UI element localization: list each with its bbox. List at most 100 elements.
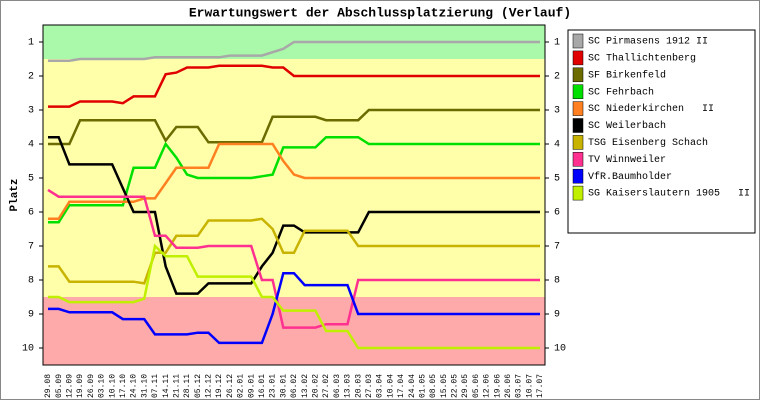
series-line [48,40,540,62]
x-tick-label: 14.11 [162,374,171,398]
legend-swatch [572,101,584,116]
y2-tick-label: 1 [554,38,560,49]
x-tick-label: 05.06 [472,374,481,398]
x-tick-label: 12.12 [205,374,214,398]
x-tick-label: 10.10 [108,374,117,398]
y2-tick-label: 6 [554,208,560,219]
y-tick-label: 4 [28,140,34,151]
x-tick-label: 19.12 [215,374,224,398]
relegation-zone [43,297,545,365]
x-tick-label: 19.09 [76,374,85,398]
x-tick-label: 06.03 [333,374,342,398]
x-tick-label: 13.03 [344,374,353,398]
legend-swatch [572,185,584,201]
x-tick-label: 23.01 [269,374,278,398]
series-line [47,188,540,329]
x-tick-label: 17.10 [119,374,128,398]
x-tick-label: 19.06 [493,374,502,398]
x-tick-label: 26.12 [226,374,235,398]
x-tick-label: 08.05 [429,374,438,398]
x-tick-label: 29.05 [461,374,470,398]
legend-label: SC Pirmasens 1912 II [588,36,708,48]
y2-tick-label: 7 [554,242,560,253]
chart-title: Erwartungswert der Abschlussplatzierung … [189,5,571,20]
series-line [48,135,540,224]
x-tick-label: 20.02 [312,374,321,398]
y-tick-label: 7 [28,242,34,253]
x-tick-label: 17.07 [536,374,545,398]
x-tick-label: 31.10 [140,374,149,398]
x-tick-label: 03.07 [515,374,524,398]
series-line [48,108,540,146]
y2-tick-label: 9 [554,310,560,321]
y-tick-label: 10 [22,344,34,355]
legend-swatch [572,135,584,150]
plot [47,40,540,350]
y2-tick-label: 8 [554,276,560,287]
x-tick-label: 03.10 [98,374,107,398]
series-line [48,243,540,350]
x-tick-label: 24.10 [130,374,139,398]
x-tick-label: 03.04 [376,374,385,398]
y-tick-label: 8 [28,276,34,287]
legend-swatch [572,84,584,99]
x-tick-label: 27.03 [365,374,374,398]
x-tick-label: 01.05 [418,374,427,398]
x-tick-label: 28.11 [183,374,192,398]
x-tick-label: 26.06 [504,374,513,398]
x-tick-label: 29.08 [44,374,53,398]
legend-swatch [572,118,584,133]
y2-tick-label: 3 [554,106,560,117]
legend-label: VfR.Baumholder [588,171,672,183]
x-tick-label: 07.11 [151,374,160,398]
x-tick-label: 27.02 [322,374,331,398]
x-tick-label: 02.01 [237,374,246,398]
y2-tick-label: 10 [554,344,566,355]
x-tick-label: 24.04 [408,374,417,398]
x-tick-label: 20.03 [354,374,363,398]
y-tick-label: 1 [28,38,34,49]
legend-label: SC Thallichtenberg [588,53,696,65]
legend-label: SG Kaiserslautern 1905 II [588,188,750,200]
legend-swatch [572,152,584,167]
y-tick-label: 2 [28,72,34,83]
x-tick-label: 12.09 [66,374,75,398]
x-tick-label: 12.06 [483,374,492,398]
y-tick-label: 9 [28,310,34,321]
series-line [48,135,540,295]
x-tick-label: 05.12 [194,374,203,398]
x-tick-label: 13.02 [301,374,310,398]
x-tick-label: 26.09 [87,374,96,398]
y2-tick-label: 4 [554,140,560,151]
y-tick-label: 3 [28,106,34,117]
y-tick-label: 6 [28,208,34,219]
legend-swatch [572,67,584,83]
legend-swatch [572,33,584,49]
x-tick-label: 10.04 [386,374,395,398]
x-tick-label: 09.01 [247,374,256,398]
legend-label: TSG Eisenberg Schach [588,137,708,149]
x-tick-label: 21.11 [172,374,181,398]
x-tick-label: 30.01 [279,374,288,398]
series-line [48,64,540,108]
series-line [48,271,540,345]
legend-label: SC Fehrbach [588,86,654,98]
x-tick-label: 22.05 [451,374,460,398]
legend-swatch [572,168,584,184]
legend-label: SF Birkenfeld [588,69,666,81]
x-tick-label: 15.05 [440,374,449,398]
legend-label: SC Niederkirchen II [588,103,714,115]
x-tick-label: 05.09 [55,374,64,398]
legend-swatch [572,50,584,66]
legend-label: TV Winnweiler [588,154,666,166]
plot-border [42,24,546,366]
y2-tick-label: 2 [554,72,560,83]
x-tick-label: 16.01 [258,374,267,398]
legend [567,29,756,234]
series-line [48,217,540,285]
x-tick-label: 17.04 [397,374,406,398]
y-axis-label: Platz [9,178,21,211]
x-tick-label: 06.02 [290,374,299,398]
y2-tick-label: 5 [554,174,560,185]
